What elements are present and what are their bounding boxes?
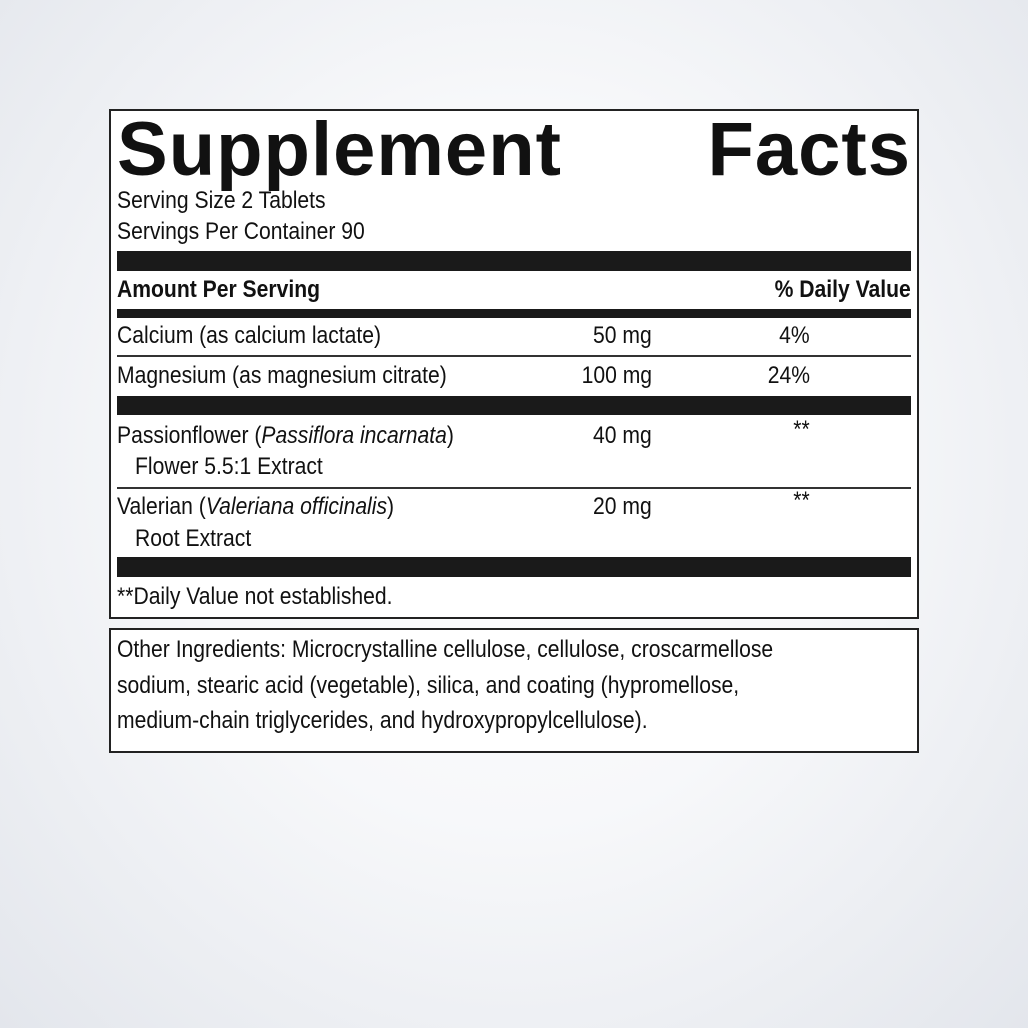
- row-amount: 20 mg: [593, 493, 652, 520]
- other-ingredients-line: medium-chain triglycerides, and hydroxyp…: [117, 707, 648, 734]
- title-word: Facts: [707, 107, 911, 192]
- row-amount: 100 mg: [581, 362, 652, 389]
- divider-thin: [117, 487, 911, 489]
- other-ingredients-line: sodium, stearic acid (vegetable), silica…: [117, 672, 740, 699]
- divider-medium: [117, 309, 911, 318]
- name-text: Passionflower (: [117, 422, 262, 449]
- divider-thick: [117, 557, 911, 577]
- name-text: Valerian (: [117, 493, 206, 520]
- serving-size: Serving Size 2 Tablets: [117, 187, 326, 214]
- row-name: Passionflower (Passiflora incarnata): [117, 422, 454, 450]
- header-amount: Amount Per Serving: [117, 276, 321, 303]
- header-daily-value: % Daily Value: [774, 276, 911, 303]
- divider-thin: [117, 355, 911, 357]
- row-amount: 40 mg: [593, 422, 652, 449]
- row-subname: Root Extract: [135, 525, 252, 552]
- other-ingredients-panel: Other Ingredients: Microcrystalline cell…: [109, 628, 919, 753]
- panel-title: Supplement Facts: [117, 111, 911, 189]
- row-subname: Flower 5.5:1 Extract: [135, 453, 323, 480]
- row-name: Calcium (as calcium lactate): [117, 322, 382, 349]
- footnote: **Daily Value not established.: [117, 583, 393, 610]
- other-ingredients-line: Other Ingredients: Microcrystalline cell…: [117, 636, 774, 663]
- row-name: Valerian (Valeriana officinalis): [117, 493, 394, 521]
- latin-name: Passiflora incarnata: [261, 422, 447, 449]
- name-text: ): [446, 422, 454, 449]
- title-word: Supplement: [117, 107, 562, 192]
- divider-thick: [117, 396, 911, 415]
- row-dv: **: [793, 416, 810, 443]
- row-amount: 50 mg: [593, 322, 652, 349]
- row-name: Magnesium (as magnesium citrate): [117, 362, 447, 389]
- divider-thick: [117, 251, 911, 271]
- latin-name: Valeriana officinalis: [205, 493, 388, 520]
- row-dv: 4%: [779, 322, 810, 349]
- servings-per-container: Servings Per Container 90: [117, 218, 365, 245]
- supplement-facts-panel: Supplement Facts Serving Size 2 Tablets …: [109, 109, 919, 619]
- name-text: ): [387, 493, 395, 520]
- row-dv: **: [793, 487, 810, 514]
- row-dv: 24%: [767, 362, 810, 389]
